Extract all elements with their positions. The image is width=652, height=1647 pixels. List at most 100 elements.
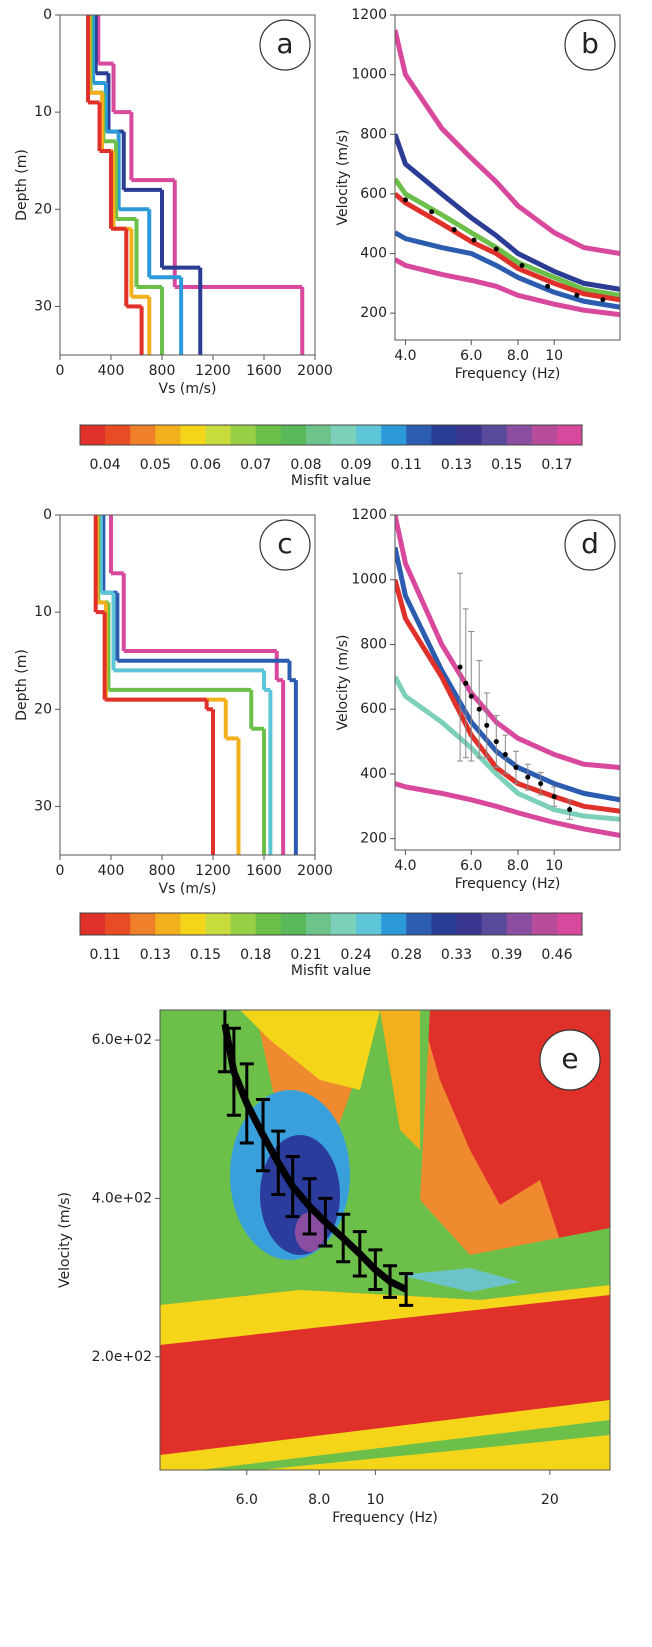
x-axis-title: Frequency (Hz) <box>455 876 561 892</box>
observed-point <box>525 774 531 780</box>
y-tick-label: 30 <box>34 298 52 314</box>
dispersion-curve <box>395 675 620 822</box>
observed-point <box>484 722 490 728</box>
y-tick-label: 0 <box>43 507 52 523</box>
colorbar-title: Misfit value <box>291 963 371 979</box>
colorbar-tick-label: 0.33 <box>441 947 472 963</box>
error-bar <box>399 1272 414 1307</box>
colorbar-swatch <box>331 913 357 935</box>
plot-area <box>60 15 315 355</box>
colorbar-tick-label: 0.18 <box>240 947 271 963</box>
colorbar-swatch <box>481 425 508 445</box>
observed-point <box>513 764 519 770</box>
y-tick-label: 2.0e+02 <box>92 1349 152 1365</box>
colorbar-tick-label: 0.15 <box>190 947 221 963</box>
colorbar-swatch <box>456 913 483 935</box>
colorbar-tick-label: 0.39 <box>491 947 522 963</box>
panel-letter: c <box>277 527 292 560</box>
panel-badge <box>539 1029 601 1091</box>
dispersion-curve <box>395 230 620 310</box>
colorbar-swatch <box>105 913 131 935</box>
dispersion-curve <box>395 133 620 292</box>
colorbar-swatch <box>431 913 457 935</box>
y-tick-label: 800 <box>360 126 387 142</box>
colorbar-swatch <box>356 913 382 935</box>
x-tick-label: 10 <box>366 1492 384 1508</box>
colorbar-swatch <box>105 425 131 445</box>
x-axis-title: Frequency (Hz) <box>332 1510 438 1526</box>
colorbar-tick-label: 0.06 <box>190 457 221 473</box>
y-tick-label: 10 <box>34 604 52 620</box>
observed-point <box>574 292 580 298</box>
colorbar-swatch <box>406 425 432 445</box>
x-tick-label: 8.0 <box>507 348 529 364</box>
observed-point <box>493 246 499 252</box>
x-tick-label: 400 <box>98 863 125 879</box>
x-axis-title: Frequency (Hz) <box>455 366 561 382</box>
picked-curve <box>221 1023 408 1293</box>
panel-letter: e <box>561 1042 578 1075</box>
x-tick-label: 6.0 <box>460 858 482 874</box>
x-tick-label: 2000 <box>297 363 333 379</box>
colorbar-tick-label: 0.46 <box>541 947 572 963</box>
colorbar-swatch <box>305 425 332 445</box>
plot-area <box>60 515 315 855</box>
observed-point <box>457 664 463 670</box>
x-tick-label: 4.0 <box>394 858 416 874</box>
colorbar-swatch <box>230 913 257 935</box>
colorbar-swatch <box>205 425 232 445</box>
y-tick-label: 600 <box>360 701 387 717</box>
colorbar-swatch <box>80 913 106 935</box>
colorbar-tick-label: 0.09 <box>341 457 372 473</box>
x-tick-label: 0 <box>56 863 65 879</box>
plot-frame <box>59 14 316 356</box>
colorbar-swatch <box>130 425 156 445</box>
dispersion-curve <box>395 257 620 318</box>
energy-region <box>400 1268 520 1292</box>
colorbar-swatch <box>531 425 558 445</box>
observed-point <box>402 197 408 203</box>
y-axis-title: Depth (m) <box>14 149 30 221</box>
plot-area <box>217 1010 414 1307</box>
observed-point <box>476 706 482 712</box>
observed-point <box>551 794 557 800</box>
y-tick-label: 600 <box>360 186 387 202</box>
colorbar-swatch <box>180 913 206 935</box>
colorbar-tick-label: 0.21 <box>290 947 321 963</box>
energy-region <box>160 1400 610 1470</box>
panel-letter: b <box>581 27 599 60</box>
y-tick-label: 400 <box>360 766 387 782</box>
plot-frame <box>59 514 316 856</box>
panel-badge <box>564 519 616 571</box>
x-tick-label: 1200 <box>195 863 231 879</box>
x-axis-title: Vs (m/s) <box>159 881 217 897</box>
colorbar-tick-label: 0.15 <box>491 457 522 473</box>
x-tick-label: 20 <box>541 1492 559 1508</box>
observed-point <box>538 781 544 787</box>
y-tick-label: 800 <box>360 636 387 652</box>
colorbar-swatch <box>255 913 282 935</box>
colorbar-frame <box>79 912 583 936</box>
colorbar-tick-label: 0.04 <box>90 457 121 473</box>
energy-region <box>240 1010 380 1090</box>
panel-letter: a <box>276 27 293 60</box>
y-axis-title: Velocity (m/s) <box>57 1192 73 1288</box>
colorbar-tick-label: 0.13 <box>441 457 472 473</box>
x-tick-label: 1600 <box>246 863 282 879</box>
colorbar-frame <box>79 424 583 446</box>
x-axis-title: Vs (m/s) <box>159 381 217 397</box>
colorbar-swatch <box>356 425 382 445</box>
colorbar-swatch <box>80 425 106 445</box>
y-tick-label: 20 <box>34 201 52 217</box>
colorbar-swatch <box>230 425 257 445</box>
colorbar-swatch <box>130 913 156 935</box>
colorbar-swatch <box>506 913 533 935</box>
x-tick-label: 800 <box>149 363 176 379</box>
colorbar-swatch <box>556 425 583 445</box>
observed-point <box>429 209 435 215</box>
x-tick-label: 4.0 <box>394 348 416 364</box>
x-tick-label: 400 <box>98 363 125 379</box>
colorbar-tick-label: 0.17 <box>541 457 572 473</box>
dispersion-curve <box>395 781 620 838</box>
